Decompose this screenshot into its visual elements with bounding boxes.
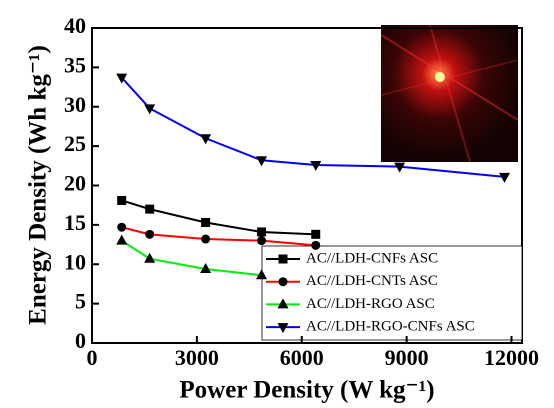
marker [256,269,268,280]
x-tick-label: 6000 [280,345,324,370]
marker [311,240,321,250]
marker [277,323,289,334]
series-line [121,239,262,277]
marker [200,134,212,145]
marker [278,277,288,287]
legend-label: AC//LDH-CNFs ASC [306,250,438,266]
y-tick-label: 5 [75,289,86,314]
y-axis-title: Energy Density (Wh kg⁻¹) [25,45,52,325]
marker [200,262,212,273]
marker [116,73,128,84]
marker [145,229,155,239]
marker [394,162,406,173]
legend-box [261,245,523,341]
x-axis-title: Power Density (W kg⁻¹) [179,377,434,404]
marker [256,156,268,167]
marker [201,218,211,228]
y-tick-label: 30 [64,92,86,117]
marker [257,236,267,246]
legend-label: AC//LDH-RGO-CNFs ASC [306,319,475,335]
marker [144,252,156,263]
y-tick-label: 15 [64,210,86,235]
y-tick-label: 0 [75,328,86,353]
marker [278,254,288,264]
marker [257,227,267,237]
marker [201,234,211,244]
x-tick-label: 12000 [484,345,539,370]
x-tick-label: 0 [87,345,98,370]
legend-label: AC//LDH-CNTs ASC [306,273,438,289]
y-tick-label: 35 [64,52,86,77]
marker [117,195,127,205]
marker [310,161,322,172]
y-tick-label: 20 [64,171,86,196]
y-tick-label: 25 [64,131,86,156]
inset-photo [380,24,519,163]
x-tick-label: 9000 [385,345,429,370]
legend-label: AC//LDH-RGO ASC [306,296,435,312]
y-tick-label: 40 [64,13,86,38]
y-tick-label: 10 [64,249,86,274]
marker [499,172,511,183]
marker [144,104,156,115]
marker [117,222,127,232]
x-tick-label: 3000 [175,345,219,370]
marker [145,204,155,214]
marker [311,229,321,239]
marker [277,298,289,309]
marker [116,234,128,245]
